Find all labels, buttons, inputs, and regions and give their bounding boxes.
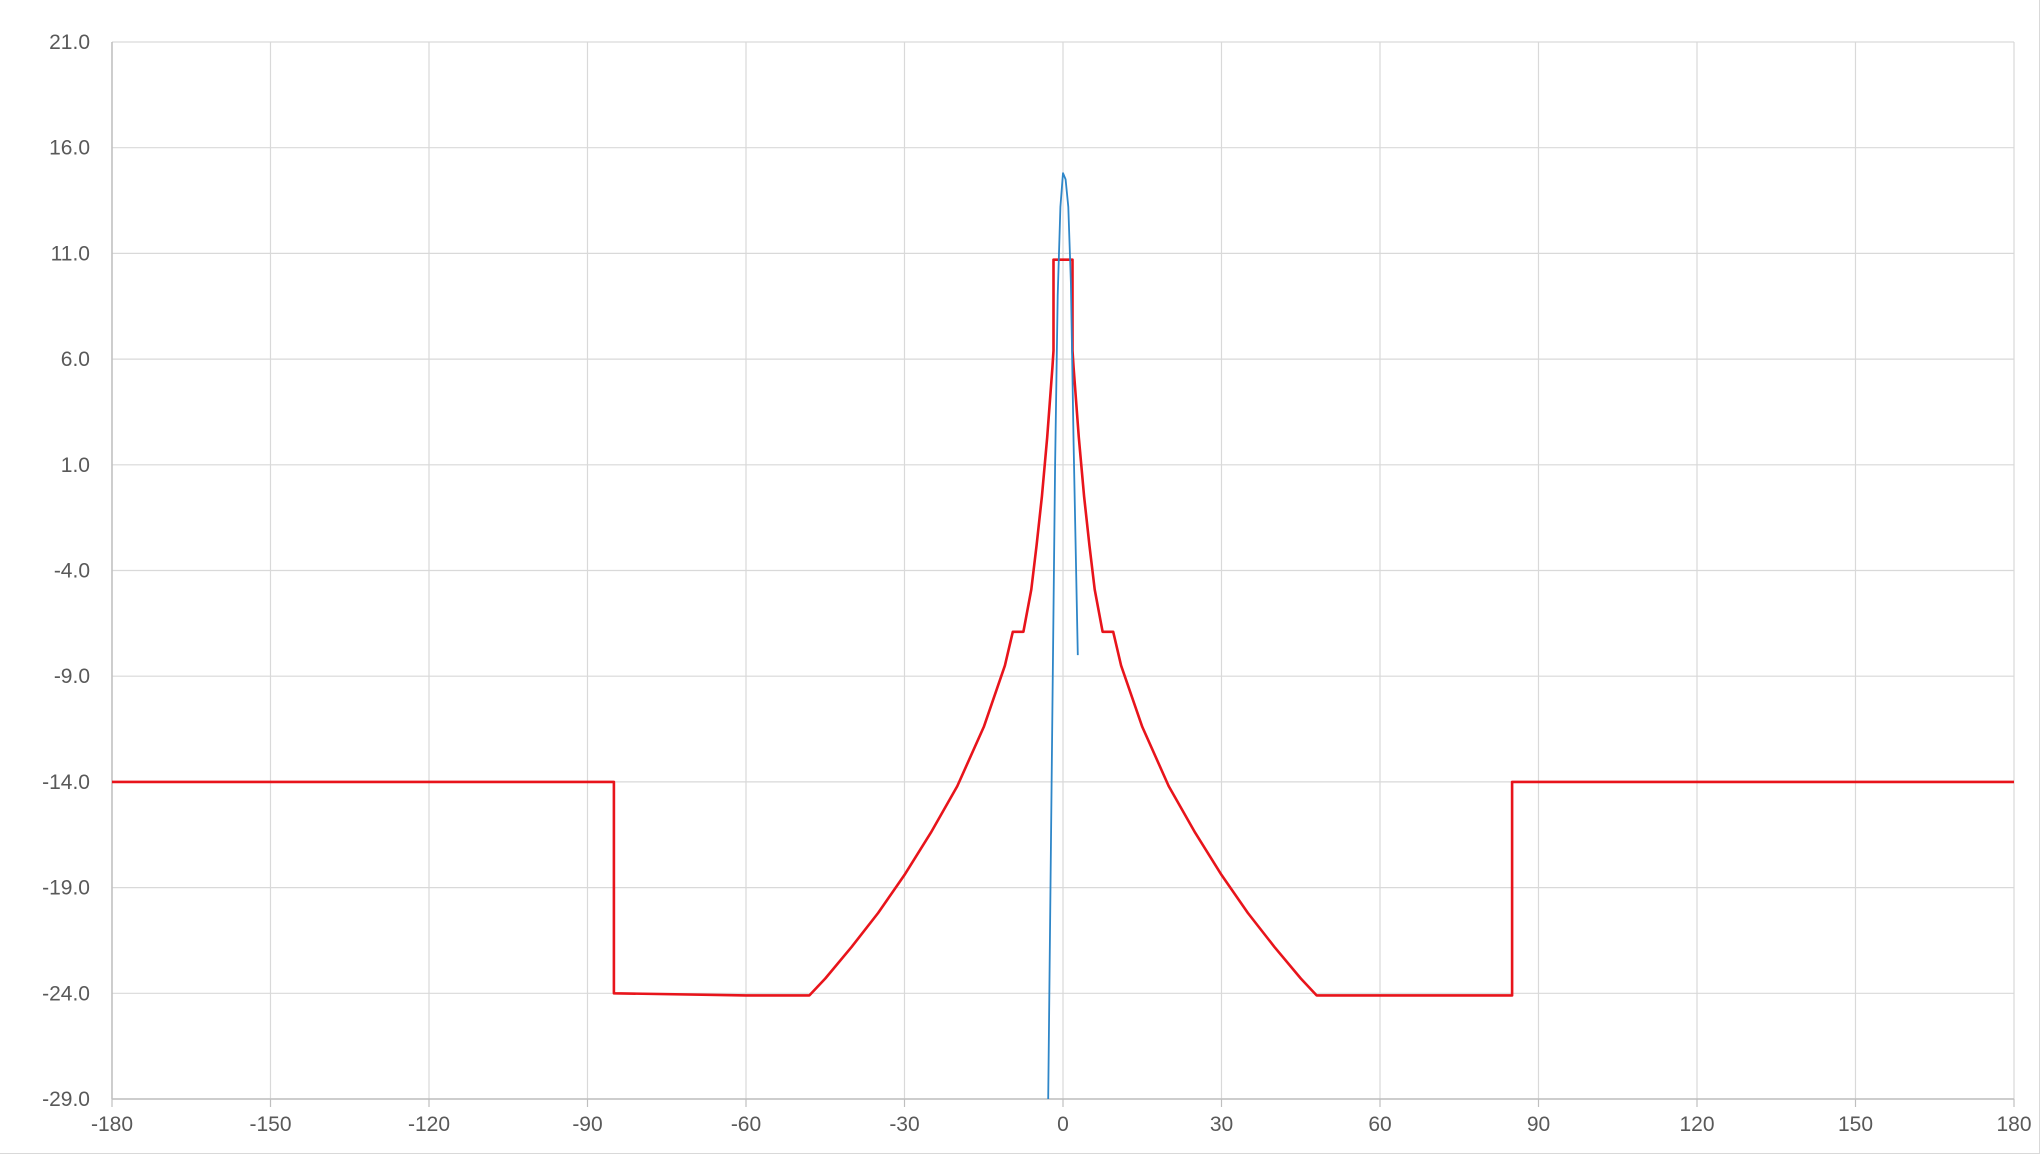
y-tick-labels: 21.0 16.0 11.0 6.0 1.0 -4.0 -9.0 -14.0 -19.0 -24.… bbox=[42, 31, 90, 1111]
pattern-line bbox=[1047, 172, 1079, 1100]
y-tick-label: 21.0 bbox=[49, 31, 90, 54]
y-tick-label: -9.0 bbox=[54, 665, 90, 688]
x-tick-label: -30 bbox=[889, 1113, 919, 1136]
y-tick-label: 11.0 bbox=[51, 242, 90, 265]
grid-layer bbox=[111, 41, 2015, 1100]
x-tick-label: 120 bbox=[1679, 1113, 1714, 1136]
x-tick-label: -150 bbox=[249, 1113, 291, 1136]
x-tick-label: 150 bbox=[1838, 1113, 1873, 1136]
mask-line bbox=[112, 258, 2014, 997]
y-tick-label: 1.0 bbox=[61, 454, 90, 477]
y-tick-label: -4.0 bbox=[54, 560, 90, 583]
x-tick-label: -90 bbox=[572, 1113, 602, 1136]
x-tick-label: 180 bbox=[1996, 1113, 2031, 1136]
axis-layer bbox=[111, 42, 2015, 1107]
y-tick-label: -19.0 bbox=[42, 877, 90, 900]
x-tick-label: 0 bbox=[1057, 1113, 1069, 1136]
x-tick-label: -60 bbox=[731, 1113, 761, 1136]
y-tick-label: 6.0 bbox=[61, 348, 90, 371]
series-layer bbox=[112, 172, 2014, 1100]
y-tick-label: -29.0 bbox=[42, 1088, 90, 1111]
x-tick-label: -180 bbox=[91, 1113, 133, 1136]
x-tick-label: 30 bbox=[1210, 1113, 1233, 1136]
y-tick-label: -24.0 bbox=[42, 982, 90, 1005]
x-tick-label: -120 bbox=[408, 1113, 450, 1136]
x-tick-label: 60 bbox=[1368, 1113, 1391, 1136]
x-tick-labels: -180 -150 -120 -90 -60 -30 0 30 60 90 120 150 180 bbox=[91, 1113, 2032, 1136]
y-tick-label: 16.0 bbox=[49, 137, 90, 160]
y-tick-label: -14.0 bbox=[42, 771, 90, 794]
x-tick-label: 90 bbox=[1527, 1113, 1550, 1136]
